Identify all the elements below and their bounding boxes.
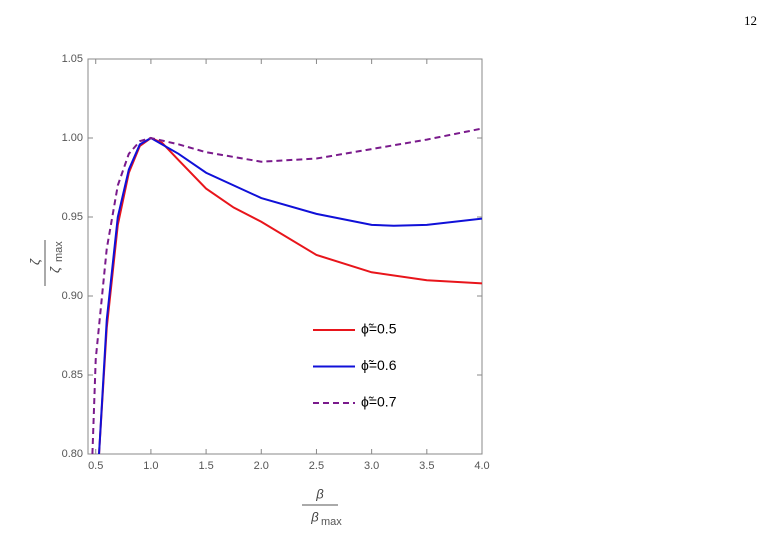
legend-label: ϕ̃=0.6 [361, 357, 397, 373]
legend-label: ϕ̃=0.7 [361, 394, 397, 410]
y-tick-label: 0.80 [62, 448, 83, 460]
x-tick-label: 2.0 [254, 460, 269, 472]
y-label-numerator: ζ [27, 258, 42, 265]
plot-frame [87, 58, 483, 455]
series-line [98, 136, 482, 454]
legend-label: ϕ̃=0.5 [361, 321, 397, 337]
y-tick-label: 0.85 [62, 369, 83, 381]
series-line [98, 136, 482, 454]
page-number: 12 [744, 13, 757, 28]
y-tick-label: 0.90 [62, 290, 83, 302]
x-tick-label: 1.0 [143, 460, 158, 472]
x-label-subscript: max [321, 516, 342, 528]
y-tick-label: 1.00 [62, 132, 83, 144]
x-tick-label: 4.0 [474, 460, 489, 472]
x-tick-label: 0.5 [88, 460, 103, 472]
x-tick-label: 3.0 [364, 460, 379, 472]
x-tick-label: 3.5 [419, 460, 434, 472]
y-tick-label: 1.05 [62, 53, 83, 65]
y-tick-label: 0.95 [62, 211, 83, 223]
x-label-numerator: β [315, 486, 324, 501]
y-label-subscript: max [53, 241, 65, 262]
series-line [91, 127, 482, 454]
x-tick-label: 1.5 [198, 460, 213, 472]
x-tick-label: 2.5 [309, 460, 324, 472]
x-label-denominator: β [310, 509, 319, 524]
y-label-denominator: ζ [47, 266, 62, 273]
